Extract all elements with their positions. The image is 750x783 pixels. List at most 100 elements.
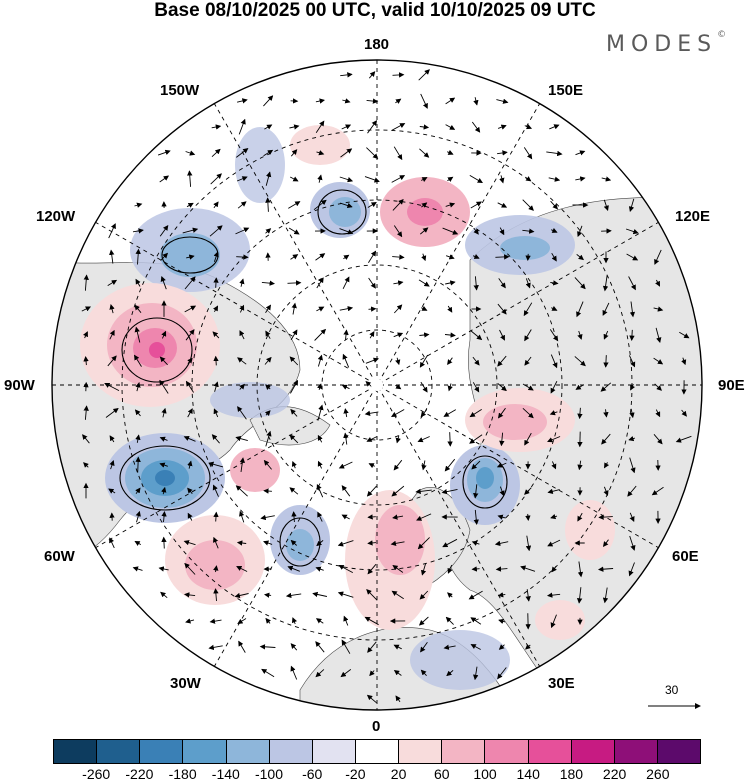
- colorbar-swatch: [140, 740, 184, 763]
- wind-vector: [471, 540, 480, 546]
- wind-vector: [499, 227, 505, 236]
- wind-vector: [341, 639, 351, 654]
- colorbar-swatch: [442, 740, 486, 763]
- wind-vector: [367, 202, 377, 208]
- colorbar-tick-label: -60: [302, 766, 323, 782]
- brand-name: MODES: [606, 32, 718, 57]
- colorbar-swatch: [226, 740, 270, 763]
- wind-vector: [470, 201, 482, 209]
- wind-vector: [395, 435, 401, 444]
- wind-vector: [366, 589, 378, 601]
- wind-vector: [183, 540, 196, 546]
- wind-vector: [265, 228, 272, 234]
- wind-vector: [213, 408, 219, 418]
- wind-vector: [575, 150, 586, 156]
- wind-vector: [364, 410, 379, 416]
- colorbar-tick-label: -260: [82, 766, 111, 782]
- wind-vector: [213, 536, 219, 549]
- wind-vector: [470, 330, 483, 341]
- wind-vector: [395, 98, 402, 104]
- wind-vector: [368, 71, 376, 79]
- wind-vector: [184, 562, 196, 575]
- wind-vector: [289, 356, 299, 366]
- wind-vector: [497, 124, 507, 130]
- wind-vector: [135, 434, 141, 443]
- colorbar-tick-label: 60: [434, 766, 450, 782]
- wind-vector: [263, 488, 272, 494]
- wind-vector: [498, 618, 506, 624]
- wind-vector: [213, 381, 219, 392]
- wind-vector: [441, 488, 458, 495]
- wind-vector: [289, 434, 299, 444]
- wind-vector: [471, 460, 481, 470]
- wind-vector: [237, 406, 247, 420]
- wind-vector: [263, 149, 274, 157]
- wind-vector: [472, 382, 480, 393]
- wind-vector: [420, 669, 427, 677]
- wind-vector: [447, 432, 453, 447]
- wind-vector: [287, 280, 302, 286]
- wind-vector: [289, 124, 300, 130]
- wind-vector: [369, 331, 375, 339]
- wind-vector: [523, 147, 533, 160]
- wind-vector: [444, 458, 456, 472]
- wind-vector: [651, 486, 664, 496]
- wind-vector: [550, 200, 559, 210]
- wind-vector: [213, 201, 219, 209]
- wind-vector: [447, 357, 453, 366]
- wind-vector: [654, 249, 662, 265]
- wind-vector: [161, 536, 167, 549]
- wind-vector: [208, 461, 224, 468]
- wind-vector: [473, 666, 479, 681]
- wind-vector: [341, 384, 350, 390]
- wind-vector: [265, 197, 271, 212]
- copyright-mark: ©: [717, 30, 727, 40]
- wind-vector: [421, 253, 427, 262]
- lon-label-120e: 120E: [675, 208, 711, 225]
- wind-vector: [392, 198, 404, 211]
- wind-vector: [341, 514, 350, 520]
- wind-vector: [468, 590, 483, 600]
- wind-vector: [496, 98, 509, 104]
- lon-label-0: 0: [372, 718, 381, 735]
- colorbar-swatch: [571, 740, 615, 763]
- wind-vector: [524, 487, 532, 495]
- wind-vector: [237, 357, 247, 365]
- wind-vector: [185, 150, 196, 156]
- wind-vector: [264, 592, 272, 598]
- wind-vector: [393, 669, 402, 676]
- wind-vector: [109, 304, 115, 314]
- wind-vector: [629, 457, 636, 474]
- wind-vector: [420, 93, 428, 109]
- wind-vector: [524, 356, 532, 366]
- wind-vector: [315, 641, 325, 653]
- wind-vector: [316, 383, 323, 391]
- wind-vector: [525, 589, 531, 602]
- wind-vector: [445, 280, 456, 286]
- colorbar-tick-label: 260: [646, 766, 670, 782]
- wind-vector: [338, 461, 353, 469]
- wind-vector: [420, 641, 428, 653]
- wind-vector: [105, 407, 119, 418]
- wind-vector: [158, 566, 169, 572]
- wind-vector: [499, 175, 505, 184]
- wind-vector: [290, 329, 298, 341]
- wind-vector: [107, 279, 118, 286]
- wind-vector: [497, 355, 507, 367]
- wind-vector: [551, 227, 558, 233]
- colorbar-tick-label: 100: [473, 766, 497, 782]
- wind-vector: [161, 407, 167, 418]
- wind-vector: [159, 356, 168, 366]
- wind-vector: [628, 355, 636, 368]
- wind-vector: [364, 616, 379, 626]
- wind-vector: [211, 434, 220, 444]
- wind-vector: [550, 380, 558, 394]
- wind-vector: [82, 434, 90, 444]
- wind-vector: [576, 301, 584, 318]
- wind-vector: [260, 514, 275, 521]
- wind-vector: [495, 566, 508, 572]
- wind-vector: [524, 124, 533, 130]
- wind-vector: [603, 486, 609, 497]
- wind-vector: [263, 95, 274, 107]
- wind-vector: [236, 148, 249, 158]
